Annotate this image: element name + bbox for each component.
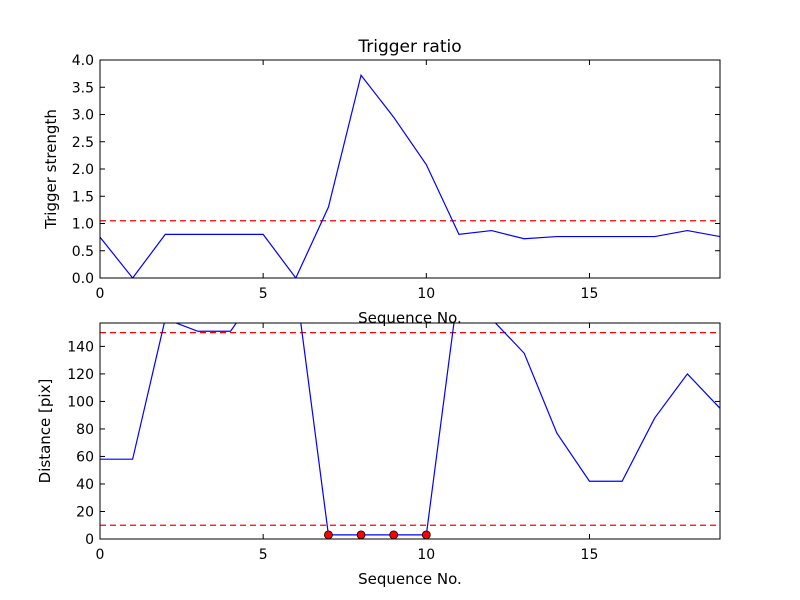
x-tick-label: 0 — [96, 547, 105, 563]
y-axis-label: Trigger strength — [42, 109, 60, 230]
x-tick-label: 5 — [259, 547, 268, 563]
y-tick-label: 120 — [67, 367, 94, 383]
y-tick-label: 1.5 — [72, 189, 94, 205]
data-point-marker — [421, 530, 431, 540]
series-line — [100, 73, 720, 278]
x-axis-label: Sequence No. — [358, 309, 462, 327]
plot-frame — [99, 59, 721, 279]
y-tick-label: 3.0 — [72, 108, 94, 124]
y-axis-label: Distance [pix] — [36, 379, 54, 484]
distance-chart: Distance [pix] Sequence No. 0 5 10 15 0 20 40 6… — [36, 322, 721, 588]
chart-title: Trigger ratio — [357, 37, 461, 57]
y-tick-label: 0.5 — [72, 244, 94, 260]
data-point-marker — [356, 530, 366, 540]
series-line — [100, 323, 720, 536]
y-tick-label: 20 — [76, 504, 94, 520]
x-tick-label: 5 — [259, 286, 268, 302]
x-tick-label: 15 — [581, 547, 599, 563]
x-tick-label: 10 — [417, 547, 435, 563]
data-point-marker — [324, 530, 333, 540]
x-tick-label: 15 — [581, 286, 599, 302]
y-tick-label: 2.0 — [72, 162, 94, 178]
trigger-ratio-chart: Trigger ratio Trigger strength Sequence … — [42, 37, 721, 327]
y-tick-label: 80 — [76, 422, 94, 438]
x-axis-label: Sequence No. — [358, 570, 462, 588]
plot-frame — [99, 322, 721, 540]
y-tick-label: 40 — [76, 477, 94, 493]
x-tick-label: 10 — [417, 286, 435, 302]
y-tick-label: 100 — [67, 394, 94, 410]
y-tick-label: 1.0 — [72, 217, 94, 233]
y-tick-label: 0.0 — [72, 271, 94, 287]
data-point-marker — [389, 530, 399, 540]
y-tick-label: 3.5 — [72, 80, 94, 96]
y-tick-label: 2.5 — [72, 135, 94, 151]
y-tick-label: 140 — [67, 339, 94, 355]
y-tick-label: 60 — [76, 449, 94, 465]
x-tick-label: 0 — [96, 286, 105, 302]
y-tick-label: 0 — [85, 532, 94, 548]
y-tick-label: 4.0 — [72, 53, 94, 69]
